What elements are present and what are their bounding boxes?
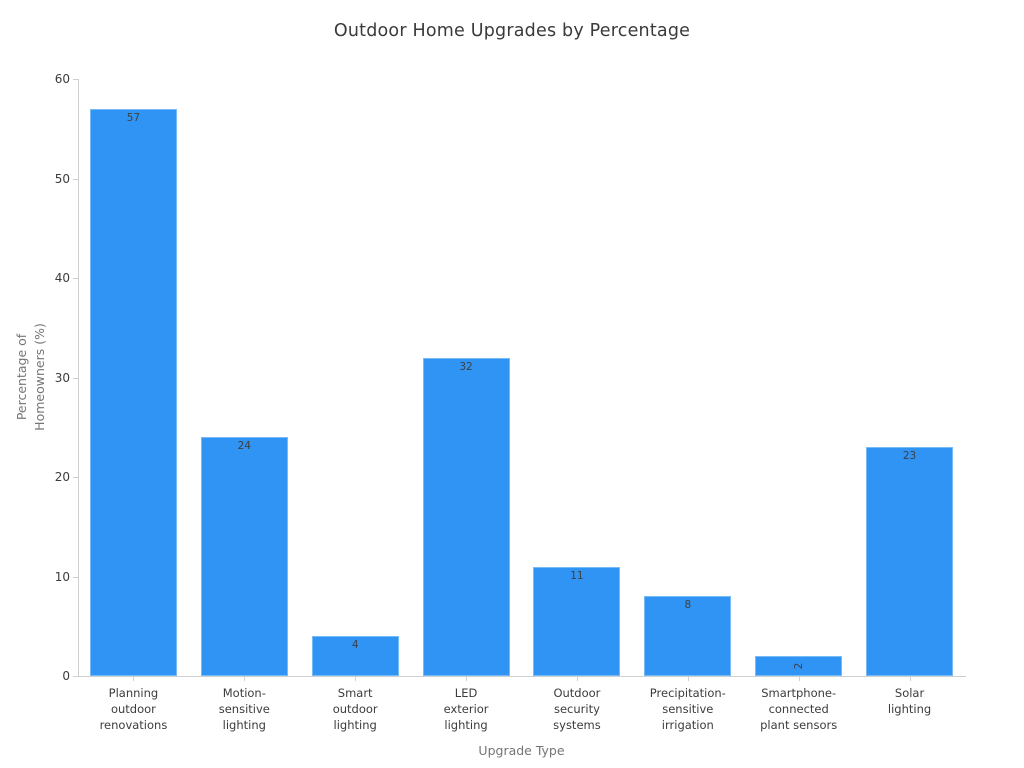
x-tick-mark	[798, 676, 800, 681]
bar	[311, 636, 399, 676]
bar	[422, 357, 510, 676]
bar-value-label: 4	[351, 639, 359, 652]
x-tick-label: Outdoor security systems	[553, 686, 601, 732]
x-tick-label: Precipitation- sensitive irrigation	[649, 686, 726, 732]
y-tick-mark	[73, 278, 78, 279]
bar	[89, 108, 177, 676]
y-tick-label: 50	[54, 171, 70, 186]
plot-area: 0 10 20 30 40 50 60 57 Planning outdoor renovati…	[55, 72, 966, 732]
y-tick-mark	[73, 79, 78, 80]
x-tick-label: LED exterior lighting	[443, 686, 489, 732]
x-tick-label: Smart outdoor lighting	[332, 686, 378, 732]
y-tick-label: 30	[54, 370, 70, 385]
y-axis-line	[78, 79, 79, 676]
bar	[755, 656, 843, 676]
bar	[200, 437, 288, 676]
y-tick-mark	[73, 178, 78, 180]
x-axis-title: Upgrade Type	[478, 743, 565, 758]
x-tick-label: Planning outdoor renovations	[99, 686, 168, 732]
x-tick-mark	[909, 676, 911, 681]
x-tick-mark	[244, 676, 246, 681]
x-tick-mark	[687, 676, 689, 681]
x-tick-mark	[133, 676, 135, 681]
y-tick-label: 60	[54, 72, 70, 86]
y-tick-mark	[73, 477, 78, 478]
y-tick-mark	[73, 377, 78, 379]
y-axis-title: Percentage of Homeowners (%)	[14, 323, 47, 431]
bar-value-label: 11	[570, 569, 584, 582]
bar-value-label: 23	[902, 450, 917, 463]
x-tick-label: Motion- sensitive lighting	[218, 686, 270, 732]
x-tick-label: Solar lighting	[887, 686, 932, 716]
bar	[866, 447, 954, 676]
y-tick-label: 0	[62, 669, 70, 683]
bar-value-label: 24	[237, 440, 251, 453]
y-tick-label: 40	[54, 271, 70, 285]
x-tick-mark	[576, 676, 578, 681]
bar	[533, 566, 621, 676]
y-tick-mark	[73, 676, 78, 677]
bar-value-label: 8	[684, 599, 692, 612]
chart-title: Outdoor Home Upgrades by Percentage	[333, 21, 691, 41]
bar-value-label: 2	[792, 662, 805, 670]
y-tick-label: 20	[54, 470, 70, 484]
bar-value-label: 57	[126, 111, 141, 124]
bar	[644, 596, 732, 676]
y-tick-mark	[73, 576, 78, 578]
x-axis-line	[78, 676, 966, 677]
x-tick-label: Smartphone- connected plant sensors	[760, 686, 838, 732]
x-tick-mark	[355, 676, 357, 681]
bar-value-label: 32	[459, 360, 473, 373]
y-tick-label: 10	[54, 569, 70, 584]
x-tick-mark	[466, 676, 468, 681]
